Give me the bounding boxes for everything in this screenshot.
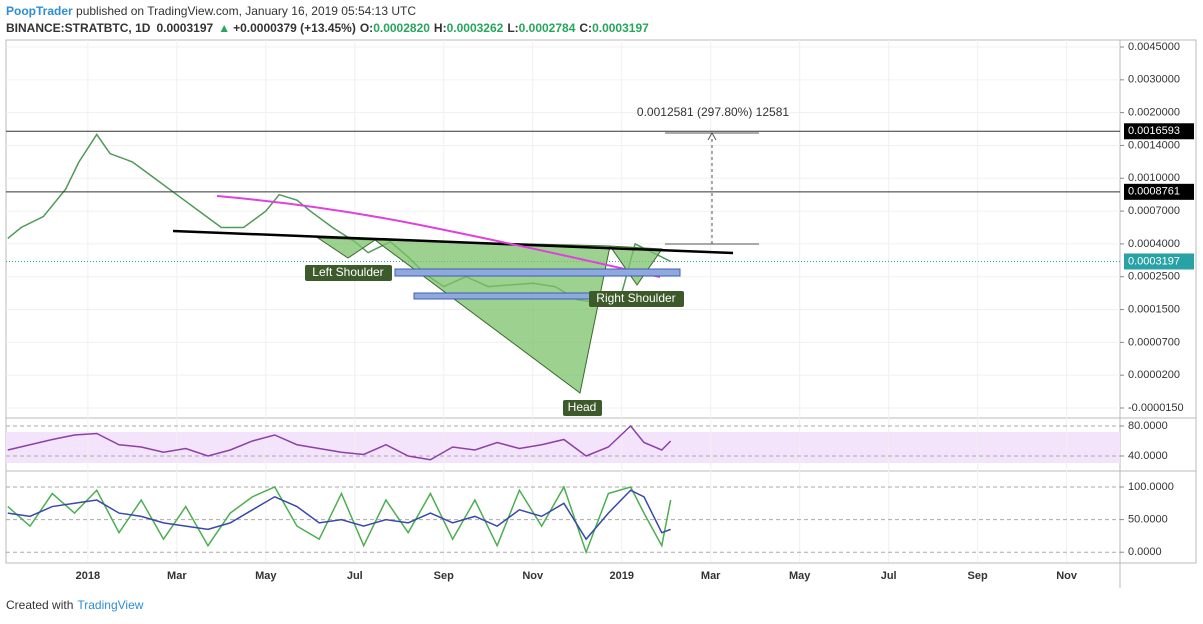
h-label: H: bbox=[434, 21, 447, 35]
author[interactable]: PoopTrader bbox=[6, 4, 73, 18]
chart-frame bbox=[5, 39, 1197, 564]
level-label: 0.0008761 bbox=[1128, 186, 1180, 198]
right-shoulder-shape bbox=[609, 245, 663, 286]
head-shape bbox=[373, 239, 611, 394]
footer: Created with TradingView bbox=[6, 598, 144, 612]
l: 0.0002784 bbox=[519, 21, 576, 35]
axis-group: 2018 Mar May Jul Sep Nov 2019 Mar May Jul Sep Nov 0.… bbox=[76, 41, 1184, 582]
series-line bbox=[7, 489, 671, 541]
y-tick-label: 0.0020000 bbox=[1128, 107, 1180, 119]
x-tick-label: 2019 bbox=[609, 570, 633, 582]
x-tick-label: May bbox=[255, 570, 277, 582]
label-box bbox=[589, 291, 684, 307]
x-tick-label: 2018 bbox=[76, 570, 100, 582]
y-tick-label: 0.0000200 bbox=[1128, 369, 1180, 381]
y-tick-label: 0.0001500 bbox=[1128, 303, 1180, 315]
o: 0.0002820 bbox=[373, 21, 430, 35]
y-tick-label: -0.0000150 bbox=[1128, 402, 1184, 414]
y-tick-label: 0.0002500 bbox=[1128, 271, 1180, 283]
symbol: BINANCE:STRATBTC, 1D bbox=[6, 21, 151, 35]
pattern: 0.0012581 (297.80%) 12581 Left Shoulder … bbox=[172, 105, 789, 416]
c-label: C: bbox=[579, 21, 592, 35]
left-shoulder-label: Left Shoulder bbox=[312, 265, 383, 279]
y-tick-label: 0.0004000 bbox=[1128, 238, 1180, 250]
h: 0.0003262 bbox=[447, 21, 504, 35]
y-tick-label: 80.0000 bbox=[1128, 420, 1168, 432]
arrow: ▲ bbox=[218, 21, 230, 35]
level-label: 0.0016593 bbox=[1128, 125, 1180, 137]
arrow-head bbox=[707, 131, 717, 141]
rsi-band bbox=[6, 432, 1120, 463]
last-price-label: 0.0003197 bbox=[1128, 255, 1180, 267]
c: 0.0003197 bbox=[592, 21, 649, 35]
x-tick-label: Sep bbox=[434, 570, 454, 582]
x-tick-label: Mar bbox=[701, 570, 721, 582]
y-tick-label: 0.0014000 bbox=[1128, 139, 1180, 151]
moving-average bbox=[216, 195, 661, 278]
published: published on TradingView.com, January 16… bbox=[73, 4, 417, 18]
x-tick-label: May bbox=[789, 570, 811, 582]
y-tick-label: 0.0045000 bbox=[1128, 41, 1180, 53]
right-shoulder-label: Right Shoulder bbox=[596, 291, 675, 305]
level-label-bg bbox=[1124, 183, 1194, 200]
o-label: O: bbox=[360, 21, 373, 35]
brand[interactable]: TradingView bbox=[77, 598, 143, 612]
label-box bbox=[305, 265, 392, 281]
header-line: PoopTrader published on TradingView.com,… bbox=[6, 4, 416, 18]
x-tick-label: Jul bbox=[347, 570, 363, 582]
y-tick-label: 100.0000 bbox=[1128, 481, 1174, 493]
change: +0.0000379 (+13.45%) bbox=[233, 21, 356, 35]
x-tick-label: Nov bbox=[1056, 570, 1078, 582]
head-label: Head bbox=[568, 400, 597, 414]
x-tick-label: Jul bbox=[881, 570, 897, 582]
y-tick-label: 0.0030000 bbox=[1128, 74, 1180, 86]
level-label-bg bbox=[1124, 123, 1194, 140]
x-tick-label: Nov bbox=[522, 570, 544, 582]
created: Created with bbox=[6, 598, 73, 612]
zone bbox=[394, 268, 681, 277]
last: 0.0003197 bbox=[156, 21, 213, 35]
series-line bbox=[7, 485, 672, 555]
measure-label: 0.0012581 (297.80%) 12581 bbox=[637, 105, 789, 119]
symbol-line: BINANCE:STRATBTC, 1D 0.0003197 ▲ +0.0000379… bbox=[6, 21, 649, 35]
neckline bbox=[172, 229, 734, 255]
x-tick-label: Sep bbox=[968, 570, 988, 582]
y-tick-label: 0.0000700 bbox=[1128, 336, 1180, 348]
left-shoulder-shape bbox=[316, 237, 377, 259]
y-tick-label: 0.0000 bbox=[1128, 546, 1162, 558]
series-line bbox=[7, 424, 672, 461]
last-price-bg bbox=[1124, 253, 1194, 270]
zone bbox=[413, 292, 592, 300]
y-tick-label: 50.0000 bbox=[1128, 514, 1168, 526]
y-tick-label: 0.0007000 bbox=[1128, 205, 1180, 217]
y-tick-label: 0.0010000 bbox=[1128, 172, 1180, 184]
l-label: L: bbox=[507, 21, 518, 35]
x-tick-label: Mar bbox=[167, 570, 187, 582]
y-tick-label: 40.0000 bbox=[1128, 450, 1168, 462]
label-box bbox=[563, 400, 602, 416]
